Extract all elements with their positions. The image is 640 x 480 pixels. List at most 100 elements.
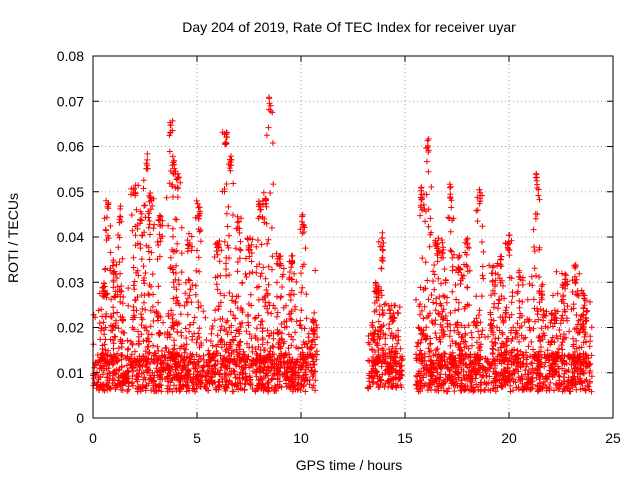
data-point bbox=[253, 243, 260, 250]
data-point bbox=[584, 355, 590, 362]
data-point bbox=[510, 376, 517, 383]
data-point bbox=[394, 309, 401, 316]
data-point bbox=[276, 262, 283, 269]
data-point bbox=[144, 156, 151, 163]
data-point bbox=[211, 254, 218, 260]
data-point bbox=[124, 337, 131, 344]
data-point bbox=[203, 381, 210, 387]
data-point bbox=[239, 319, 246, 326]
data-point bbox=[137, 362, 144, 369]
data-point bbox=[232, 298, 239, 305]
data-point bbox=[540, 382, 547, 389]
data-point bbox=[538, 296, 545, 303]
y-tick-label: 0.05 bbox=[57, 184, 84, 200]
data-point bbox=[298, 289, 305, 296]
data-point bbox=[536, 244, 543, 251]
data-point bbox=[525, 343, 532, 350]
data-point bbox=[108, 296, 115, 303]
data-point bbox=[534, 311, 541, 318]
data-point bbox=[541, 363, 548, 370]
data-point bbox=[177, 359, 184, 366]
data-point bbox=[416, 303, 423, 310]
data-point bbox=[431, 286, 438, 293]
data-point bbox=[310, 358, 317, 365]
data-point bbox=[574, 330, 581, 336]
data-point bbox=[533, 272, 539, 279]
data-point bbox=[154, 314, 161, 320]
data-point bbox=[249, 269, 256, 276]
data-point bbox=[586, 386, 593, 393]
data-point bbox=[515, 288, 521, 295]
data-point bbox=[582, 331, 589, 338]
data-point bbox=[458, 366, 465, 373]
data-point bbox=[462, 386, 469, 393]
data-point bbox=[417, 284, 424, 291]
data-point bbox=[166, 148, 173, 155]
data-point bbox=[221, 238, 228, 245]
data-point bbox=[218, 344, 225, 351]
data-point bbox=[227, 167, 234, 174]
data-point bbox=[477, 341, 484, 348]
data-point bbox=[302, 388, 309, 395]
data-point bbox=[158, 388, 165, 395]
data-point bbox=[139, 305, 146, 312]
data-point bbox=[303, 291, 310, 298]
data-point bbox=[570, 335, 576, 342]
data-point bbox=[571, 370, 578, 376]
data-point bbox=[137, 216, 144, 223]
data-point bbox=[117, 336, 124, 343]
data-point bbox=[376, 311, 383, 318]
data-point bbox=[170, 295, 177, 302]
data-point bbox=[273, 370, 280, 377]
data-point bbox=[497, 279, 504, 286]
data-point bbox=[514, 334, 521, 340]
data-point bbox=[195, 254, 202, 261]
data-point bbox=[431, 271, 438, 278]
data-point bbox=[302, 245, 309, 252]
data-point bbox=[173, 385, 180, 392]
data-point bbox=[149, 303, 156, 310]
data-point bbox=[396, 304, 403, 310]
data-point bbox=[447, 321, 454, 328]
data-point bbox=[141, 299, 147, 306]
data-point bbox=[514, 359, 521, 366]
data-point bbox=[581, 302, 588, 309]
data-point bbox=[181, 362, 188, 369]
data-point bbox=[474, 351, 481, 358]
data-point bbox=[170, 169, 177, 176]
data-point bbox=[264, 380, 271, 387]
data-point bbox=[553, 332, 560, 339]
data-point bbox=[417, 388, 424, 395]
data-point bbox=[434, 345, 441, 352]
data-point bbox=[178, 250, 185, 257]
data-point bbox=[232, 333, 239, 340]
data-point bbox=[510, 387, 517, 394]
data-point bbox=[448, 197, 455, 204]
data-point bbox=[533, 369, 540, 376]
data-point bbox=[506, 252, 513, 259]
data-point bbox=[425, 149, 432, 155]
data-point bbox=[464, 241, 471, 248]
data-point bbox=[128, 380, 135, 387]
data-point bbox=[280, 265, 287, 272]
data-point bbox=[212, 307, 219, 314]
data-point bbox=[148, 387, 155, 394]
data-point bbox=[516, 324, 523, 331]
data-point bbox=[475, 312, 482, 318]
data-point bbox=[375, 328, 381, 335]
data-point bbox=[147, 307, 154, 314]
data-point bbox=[129, 324, 136, 331]
data-point bbox=[489, 350, 496, 356]
data-point bbox=[509, 335, 516, 342]
data-point bbox=[435, 310, 442, 317]
data-point bbox=[151, 221, 158, 228]
data-point bbox=[551, 368, 558, 375]
data-point bbox=[469, 342, 475, 349]
data-point bbox=[565, 367, 572, 373]
data-point bbox=[207, 377, 214, 384]
data-point bbox=[471, 318, 478, 325]
data-point bbox=[170, 346, 177, 353]
data-point bbox=[498, 344, 504, 351]
data-point bbox=[151, 378, 158, 385]
data-point bbox=[552, 307, 558, 314]
